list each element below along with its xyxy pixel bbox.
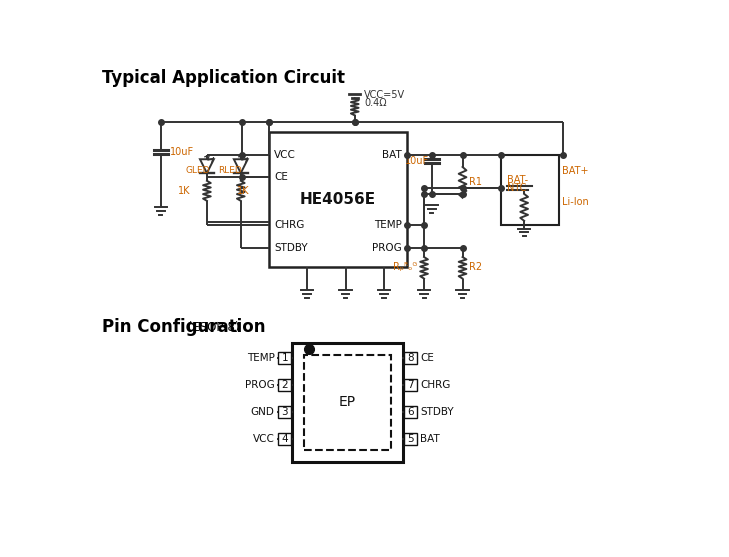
Text: BAT-: BAT- [507,175,529,185]
Text: STDBY: STDBY [274,243,308,253]
Text: BAT: BAT [382,150,402,160]
Text: TEMP: TEMP [247,353,275,363]
Text: PROG: PROG [245,380,275,390]
Bar [268,133,407,267]
Bar [501,155,559,224]
Text: 0.4Ω: 0.4Ω [364,98,386,108]
Text: CE: CE [274,172,288,182]
Text: 2: 2 [281,380,288,390]
Text: STDBY: STDBY [420,407,454,417]
Text: 1: 1 [281,353,288,363]
Text: 8: 8 [407,353,413,363]
Text: CHRG: CHRG [274,219,304,229]
Text: GLED: GLED [185,165,210,174]
Bar [404,405,417,418]
Bar [404,351,417,364]
Text: 10uF: 10uF [170,146,194,157]
Text: Pin Configuration: Pin Configuration [102,318,265,336]
Text: 10uF: 10uF [405,156,429,166]
Text: RLED: RLED [219,165,242,174]
Text: 5: 5 [407,434,413,444]
Text: EP: EP [339,395,356,409]
Text: 1K: 1K [177,186,190,196]
Text: CE: CE [420,353,434,363]
Bar [278,405,291,418]
Bar [292,343,403,462]
Text: TEMP: TEMP [374,219,402,229]
Text: VCC: VCC [274,150,296,160]
Bar [404,433,417,445]
Text: VCC=5V: VCC=5V [364,90,405,100]
Text: BAT: BAT [420,434,440,444]
Text: 6: 6 [407,407,413,417]
Text: Li-Ion: Li-Ion [562,197,588,207]
Text: R2: R2 [469,262,482,272]
Text: 7: 7 [407,380,413,390]
Text: NTC: NTC [507,183,526,193]
Bar [278,379,291,391]
Text: CHRG: CHRG [420,380,451,390]
Text: Rₚᴿₒᴳ: Rₚᴿₒᴳ [393,262,418,272]
Text: R1: R1 [469,177,482,187]
Text: BAT+: BAT+ [562,166,588,176]
Bar [278,433,291,445]
Bar [278,351,291,364]
Text: VCC: VCC [253,434,275,444]
Text: (ESOP-8): (ESOP-8) [184,321,239,334]
Bar [304,355,391,449]
Text: 3: 3 [281,407,288,417]
Text: GND: GND [251,407,275,417]
Text: HE4056E: HE4056E [300,192,376,207]
Text: 1K: 1K [237,186,249,196]
Text: PROG: PROG [372,243,402,253]
Bar [404,379,417,391]
Text: 4: 4 [281,434,288,444]
Text: Typical Application Circuit: Typical Application Circuit [102,69,346,87]
